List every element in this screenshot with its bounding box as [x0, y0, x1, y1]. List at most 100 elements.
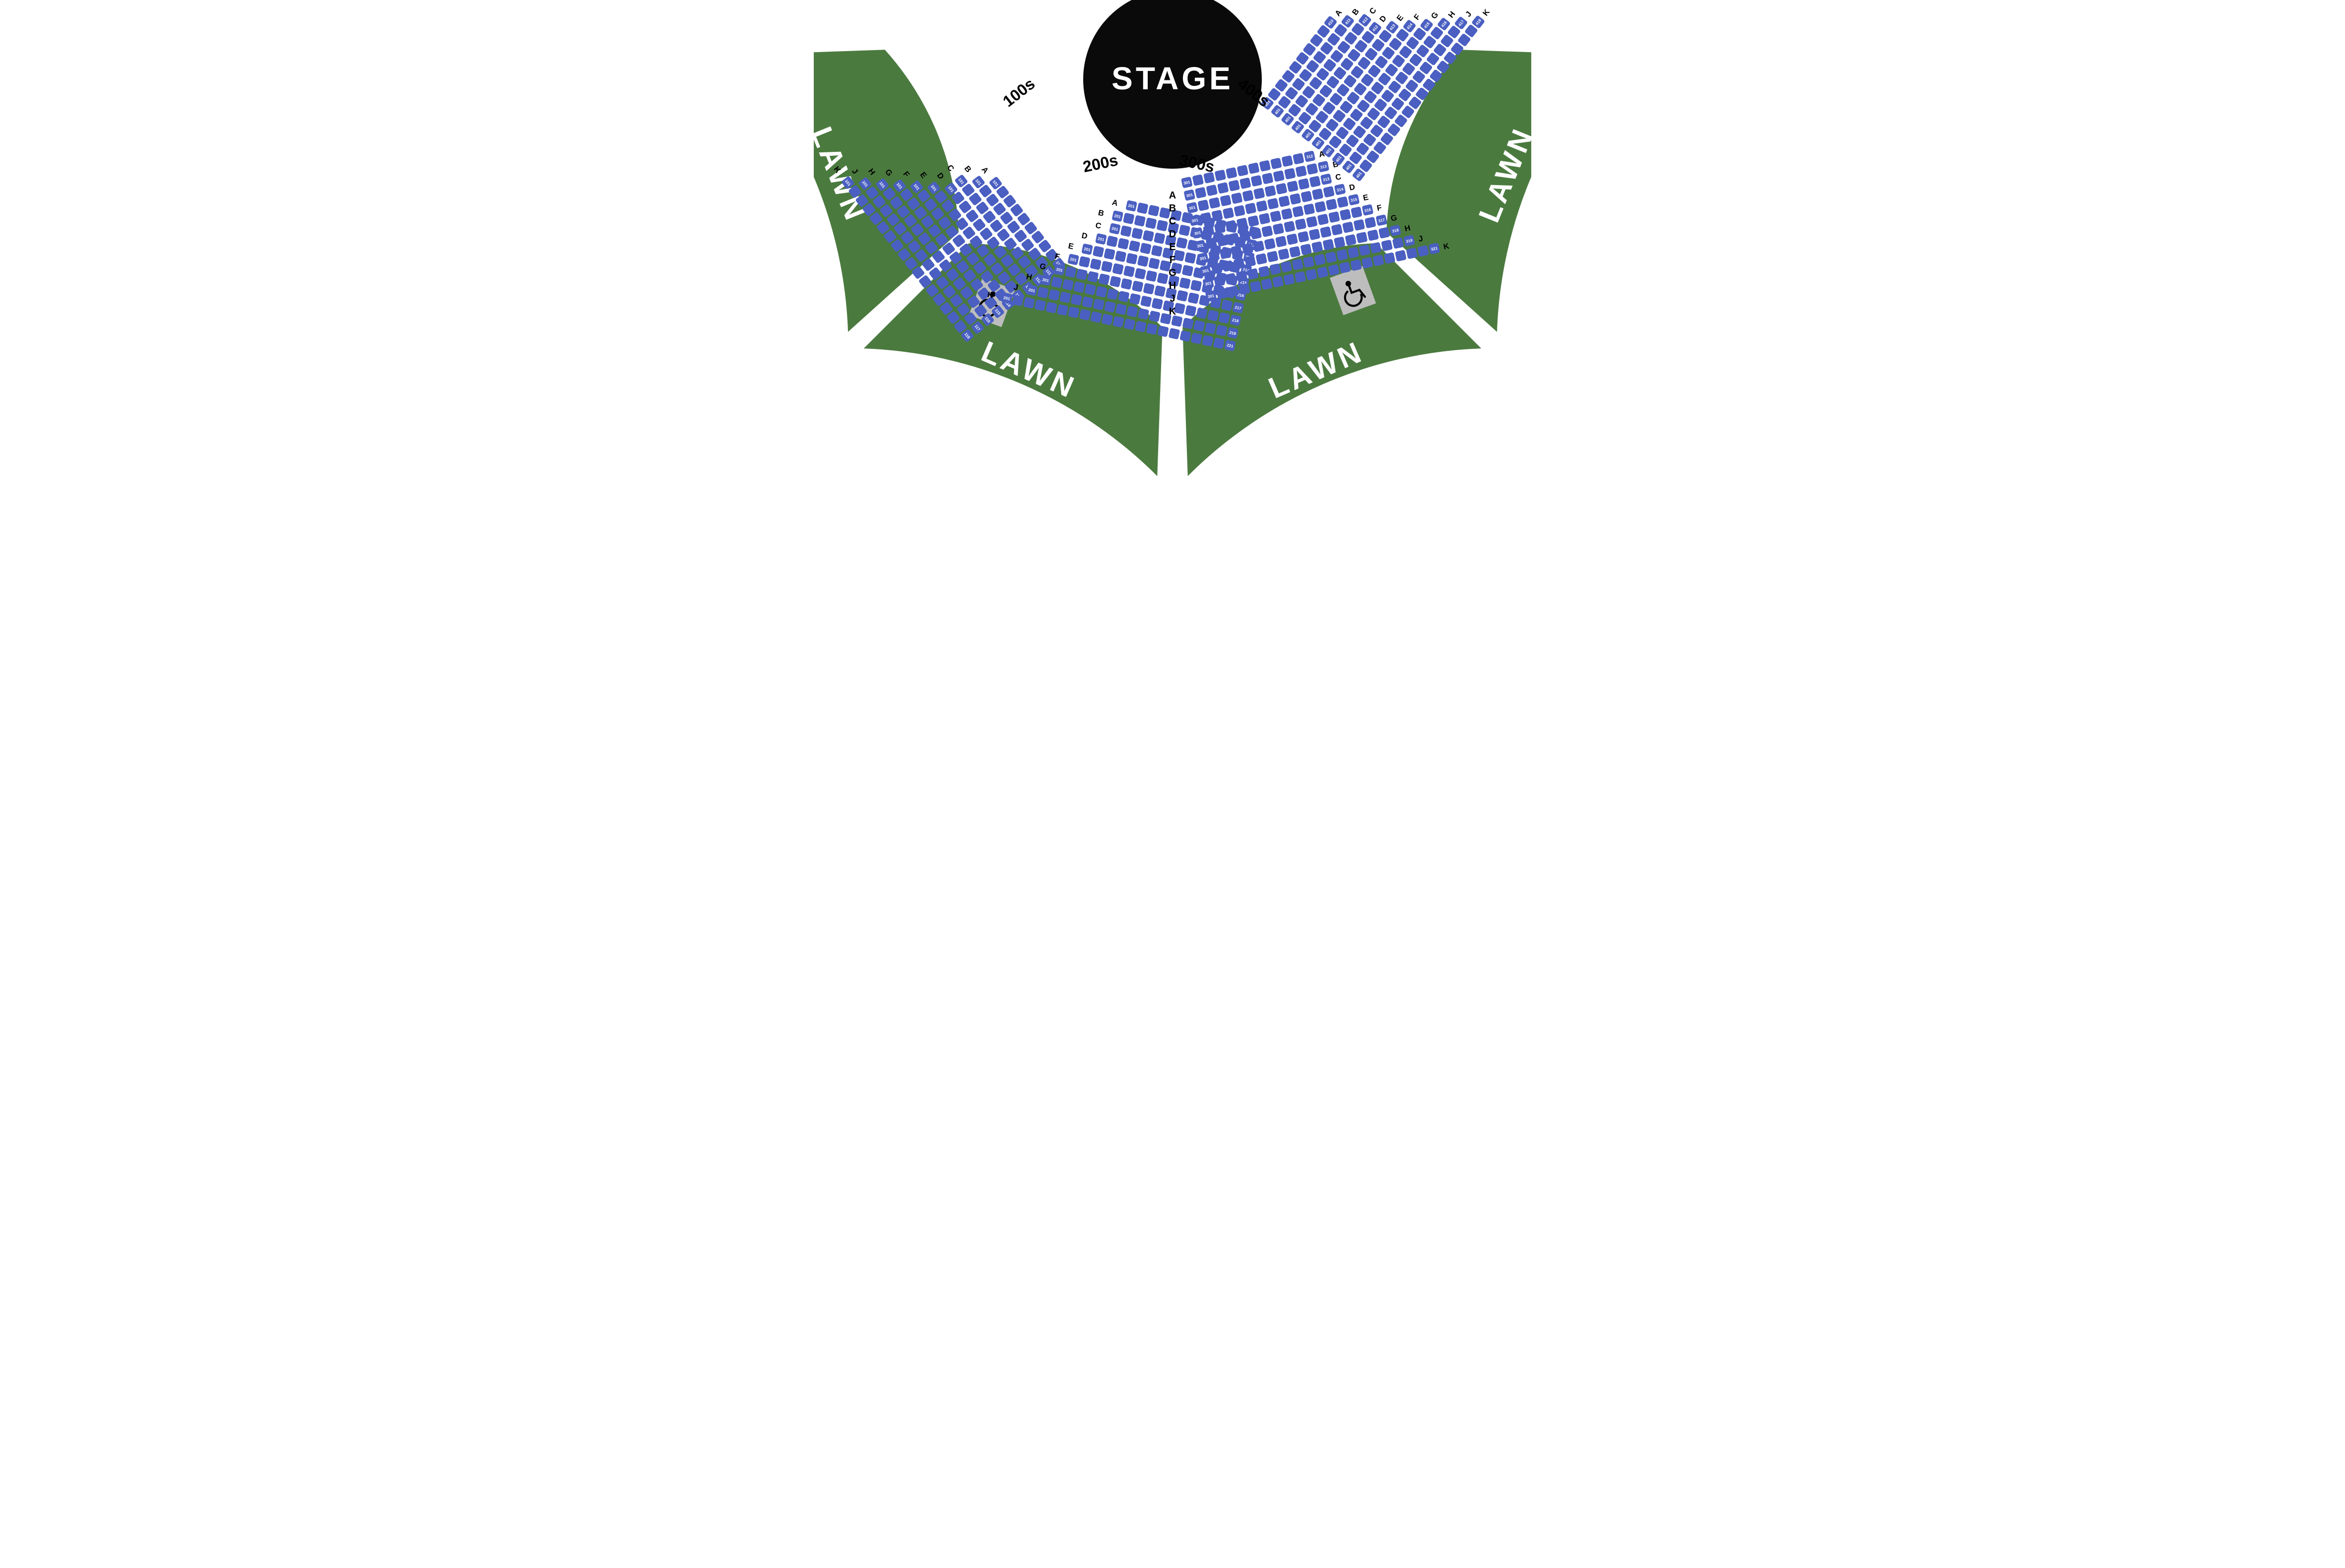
- seat[interactable]: [1195, 187, 1207, 198]
- seat[interactable]: [1331, 224, 1343, 236]
- seat[interactable]: [1143, 283, 1155, 295]
- seat[interactable]: [1289, 246, 1301, 258]
- seat[interactable]: [1353, 219, 1365, 231]
- seat[interactable]: [1326, 198, 1338, 210]
- seat[interactable]: [1112, 316, 1124, 328]
- seat[interactable]: [1225, 273, 1237, 285]
- seat[interactable]: [1202, 335, 1214, 347]
- seat[interactable]: [1367, 229, 1379, 241]
- seat[interactable]: [1314, 254, 1326, 265]
- seat[interactable]: [1381, 240, 1393, 252]
- seat[interactable]: [1225, 220, 1237, 232]
- seat[interactable]: [1228, 285, 1239, 297]
- seat[interactable]: [1118, 291, 1130, 303]
- seat[interactable]: [1237, 165, 1248, 177]
- seat[interactable]: [1370, 242, 1382, 254]
- seat[interactable]: [1120, 278, 1132, 290]
- seat[interactable]: [1037, 287, 1049, 299]
- seat[interactable]: [1207, 310, 1219, 322]
- seat[interactable]: [1295, 165, 1307, 177]
- seat[interactable]: [1281, 208, 1293, 220]
- seat[interactable]: [1351, 206, 1363, 218]
- seat[interactable]: [1303, 203, 1315, 215]
- seat[interactable]: [1250, 228, 1262, 240]
- seat[interactable]: [1256, 200, 1268, 212]
- seat[interactable]: [1035, 299, 1046, 311]
- seat[interactable]: [1406, 248, 1418, 260]
- seat[interactable]: [1359, 244, 1370, 256]
- seat[interactable]: [1107, 236, 1118, 248]
- seat[interactable]: [1196, 307, 1208, 319]
- seat[interactable]: [1264, 185, 1276, 197]
- seat[interactable]: [1134, 268, 1146, 280]
- seat[interactable]: [1179, 277, 1191, 289]
- seat[interactable]: [1328, 264, 1340, 276]
- seat[interactable]: [1148, 205, 1160, 217]
- seat[interactable]: [1378, 227, 1390, 239]
- seat[interactable]: [1104, 248, 1115, 260]
- seat[interactable]: [1301, 191, 1312, 202]
- seat[interactable]: [1270, 158, 1282, 170]
- seat[interactable]: [1185, 305, 1197, 317]
- seat[interactable]: [1311, 241, 1323, 253]
- seat[interactable]: [1334, 236, 1346, 248]
- seat[interactable]: [1345, 234, 1357, 246]
- seat[interactable]: [1281, 261, 1293, 273]
- seat[interactable]: [1218, 312, 1230, 324]
- seat[interactable]: [1228, 180, 1240, 192]
- seat[interactable]: [1298, 178, 1310, 190]
- seat[interactable]: [1084, 283, 1096, 295]
- seat[interactable]: [1102, 314, 1113, 326]
- seat[interactable]: [1300, 244, 1312, 256]
- seat[interactable]: [1192, 174, 1204, 186]
- seat[interactable]: [1320, 226, 1332, 238]
- seat[interactable]: [1270, 210, 1282, 222]
- seat[interactable]: [1012, 295, 1024, 307]
- seat[interactable]: [1278, 196, 1290, 207]
- seat[interactable]: [1214, 275, 1226, 287]
- seat[interactable]: [1273, 170, 1285, 182]
- seat[interactable]: [1259, 213, 1271, 225]
- seat[interactable]: [1059, 291, 1071, 303]
- seat[interactable]: [1190, 280, 1202, 292]
- seat[interactable]: [1076, 268, 1088, 280]
- seat[interactable]: [1272, 276, 1284, 288]
- seat[interactable]: [1073, 281, 1085, 293]
- seat[interactable]: [1259, 160, 1271, 172]
- seat[interactable]: [1275, 236, 1287, 248]
- seat[interactable]: [1314, 201, 1326, 213]
- seat[interactable]: [1228, 233, 1240, 245]
- seat[interactable]: [1220, 195, 1232, 206]
- seat[interactable]: [1182, 264, 1194, 276]
- seat[interactable]: [1178, 224, 1190, 236]
- seat[interactable]: [1156, 220, 1168, 232]
- seat[interactable]: [1298, 231, 1309, 243]
- seat[interactable]: [1134, 215, 1146, 227]
- seat[interactable]: [1306, 216, 1318, 228]
- seat[interactable]: [1222, 260, 1234, 272]
- seat[interactable]: [1339, 261, 1351, 273]
- seat[interactable]: [1090, 259, 1102, 270]
- seat[interactable]: [1244, 256, 1256, 267]
- seat[interactable]: [1221, 299, 1233, 311]
- seat[interactable]: [1247, 268, 1259, 280]
- seat[interactable]: [1342, 221, 1354, 233]
- seat[interactable]: [1200, 212, 1212, 224]
- seat[interactable]: [1255, 253, 1267, 265]
- seat[interactable]: [1356, 232, 1368, 244]
- seat[interactable]: [1140, 295, 1152, 307]
- seat[interactable]: [1283, 273, 1295, 285]
- seat[interactable]: [1261, 278, 1273, 290]
- seat[interactable]: [1231, 193, 1243, 204]
- seat[interactable]: [1216, 325, 1228, 336]
- seat[interactable]: [1151, 298, 1163, 310]
- seat[interactable]: [1191, 332, 1203, 344]
- seat[interactable]: [1135, 321, 1147, 332]
- seat[interactable]: [1292, 206, 1304, 218]
- seat[interactable]: [1247, 215, 1259, 227]
- seat[interactable]: [1211, 262, 1223, 274]
- seat[interactable]: [1322, 239, 1334, 251]
- seat[interactable]: [1233, 258, 1245, 270]
- seat[interactable]: [1395, 250, 1407, 261]
- seat[interactable]: [1146, 323, 1158, 335]
